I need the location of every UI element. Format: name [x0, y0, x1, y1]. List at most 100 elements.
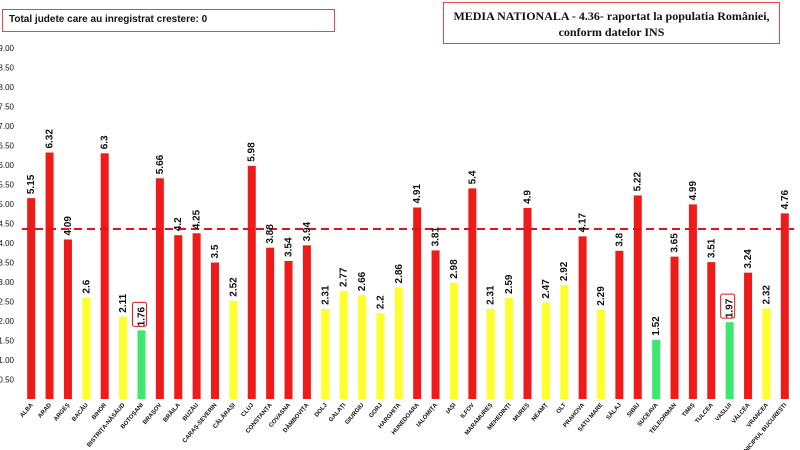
y-tick-label: 3.00: [0, 278, 15, 287]
bar: [321, 308, 330, 399]
bar: [302, 245, 311, 399]
category-label: ARGEȘ: [53, 402, 71, 422]
bar: [780, 213, 789, 399]
category-label: CARAȘ-SEVERIN: [182, 402, 219, 444]
data-label: 3.8: [614, 232, 625, 246]
data-label: 2.47: [541, 279, 552, 299]
category-label: GIURGIU: [344, 402, 365, 426]
data-label: 4.99: [688, 180, 699, 200]
national-average-line2: conform datelor INS: [558, 25, 665, 39]
data-label: 3.51: [706, 238, 717, 258]
category-label: ARAD: [37, 402, 53, 420]
category-label: SĂLAJ: [605, 402, 623, 422]
data-label: 3.54: [284, 237, 295, 257]
category-label: VASLUI: [715, 402, 734, 423]
category-label: TULCEA: [695, 402, 716, 425]
data-label: 5.22: [633, 172, 644, 192]
data-label-highlight: [131, 301, 147, 327]
data-label: 6.32: [45, 129, 56, 149]
bar: [211, 262, 219, 399]
bar: [560, 285, 569, 399]
bar: [266, 247, 275, 399]
y-tick-label: 4.00: [0, 239, 15, 248]
bar: [376, 313, 385, 399]
category-label: DOLJ: [314, 402, 329, 418]
bar: [652, 339, 661, 399]
data-label: 1.76: [136, 306, 147, 326]
y-tick-label: 2.50: [0, 298, 15, 307]
y-tick-label: 5.00: [0, 200, 15, 209]
bar: [523, 207, 532, 399]
bar: [394, 287, 403, 399]
bar: [137, 330, 146, 399]
y-tick-label: 4.50: [0, 220, 15, 229]
bar: [413, 207, 422, 399]
category-label: BUZĂU: [181, 402, 200, 423]
bar: [155, 178, 164, 399]
bar: [358, 295, 367, 399]
bar: [119, 316, 128, 399]
y-tick-label: 1.00: [0, 356, 15, 365]
data-label: 2.29: [596, 286, 607, 306]
y-tick-label: 7.00: [0, 122, 15, 131]
category-label: ALBA: [19, 402, 35, 419]
data-label: 3.65: [670, 233, 681, 253]
national-average-line1: MEDIA NATIONALA - 4.36- raportat la popu…: [453, 9, 770, 23]
data-label: 2.52: [228, 277, 239, 297]
data-label: 2.98: [449, 259, 460, 279]
bar: [707, 262, 716, 399]
data-label: 3.94: [302, 221, 313, 241]
data-label: 6.3: [100, 135, 111, 149]
data-label: 2.59: [504, 274, 515, 294]
data-label: 4.76: [780, 189, 791, 209]
bar: [27, 198, 36, 399]
data-label: 4.9: [522, 190, 533, 204]
bar: [82, 297, 91, 399]
bar: [633, 195, 642, 399]
data-label: 2.2: [375, 295, 386, 309]
category-label: TIMIȘ: [682, 402, 697, 418]
bar: [744, 272, 753, 399]
bar: [449, 282, 458, 399]
category-label: CLUJ: [241, 402, 256, 418]
data-label: 1.52: [651, 316, 662, 336]
bar: [597, 309, 605, 399]
data-label: 2.92: [559, 261, 570, 281]
data-label: 1.97: [725, 298, 736, 318]
bar: [688, 204, 697, 399]
data-label: 2.66: [357, 271, 368, 291]
bar: [431, 250, 440, 399]
bar: [174, 235, 183, 399]
bar: [486, 308, 495, 399]
bar: [615, 250, 624, 399]
bar: [229, 300, 238, 399]
data-label: 4.17: [578, 212, 589, 232]
bar: [578, 236, 587, 399]
data-label: 5.4: [467, 170, 478, 184]
y-tick-label: 2.00: [0, 317, 15, 326]
data-label: 2.11: [118, 293, 129, 312]
category-label: SIBIU: [626, 402, 641, 418]
y-tick-label: 9.00: [0, 44, 15, 53]
bar: [468, 188, 477, 399]
category-label: BIHOR: [91, 402, 108, 421]
bar: [192, 233, 201, 399]
bar: [63, 239, 72, 399]
data-label: 2.86: [394, 264, 405, 284]
bar: [505, 297, 514, 399]
data-label: 4.2: [173, 217, 184, 231]
y-tick-label: 5.50: [0, 181, 15, 190]
data-label: 2.6: [81, 279, 92, 293]
y-tick-label: 6.00: [0, 161, 15, 170]
data-label: 5.66: [155, 154, 166, 174]
data-label: 5.98: [247, 142, 258, 162]
category-label: NEAMȚ: [531, 402, 550, 422]
bar: [339, 290, 348, 399]
category-label: MUREȘ: [512, 402, 531, 422]
y-tick-label: 6.50: [0, 142, 15, 151]
data-label: 4.25: [192, 209, 203, 229]
data-label: 2.32: [761, 285, 772, 305]
bar: [541, 302, 550, 399]
data-label: 5.15: [26, 174, 37, 194]
